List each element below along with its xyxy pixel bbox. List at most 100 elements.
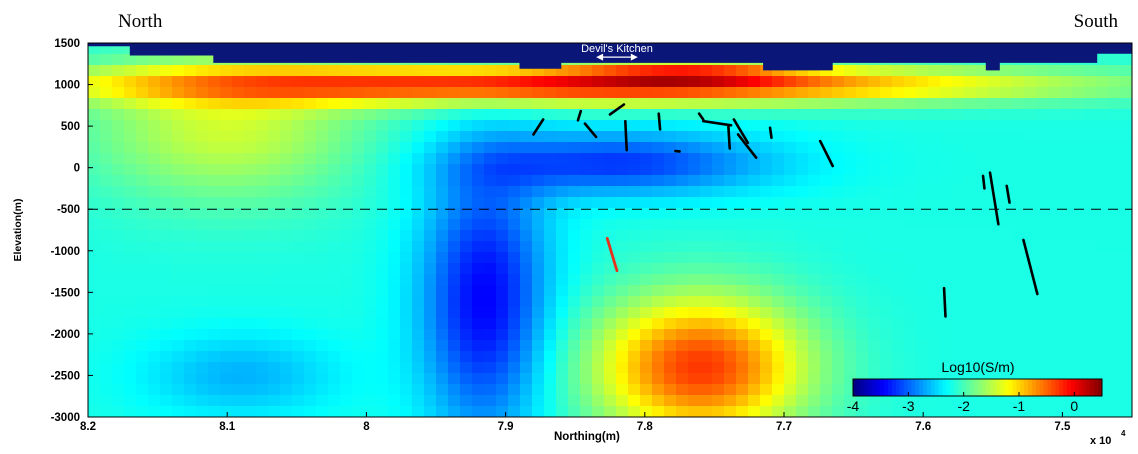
heatmap-cell <box>556 252 569 264</box>
heatmap-cell <box>472 208 485 220</box>
heatmap-cell <box>340 76 353 88</box>
heatmap-cell <box>220 340 233 352</box>
heatmap-cell <box>892 241 905 253</box>
heatmap-cell <box>1036 98 1049 110</box>
heatmap-cell <box>688 329 701 341</box>
heatmap-cell <box>484 307 497 319</box>
heatmap-cell <box>640 153 653 165</box>
heatmap-cell <box>724 219 737 231</box>
heatmap-cell <box>496 362 509 374</box>
heatmap-cell <box>148 263 161 275</box>
heatmap-cell <box>544 362 557 374</box>
heatmap-cell <box>148 307 161 319</box>
heatmap-cell <box>592 76 605 88</box>
heatmap-cell <box>880 351 893 363</box>
heatmap-cell <box>268 373 281 385</box>
heatmap-cell <box>208 175 221 187</box>
heatmap-cell <box>712 274 725 286</box>
well-trace <box>583 122 598 139</box>
heatmap-cell <box>244 307 257 319</box>
heatmap-cell <box>748 208 761 220</box>
heatmap-cell <box>568 285 581 297</box>
heatmap-cell <box>1000 263 1013 275</box>
heatmap-cell <box>736 384 749 396</box>
heatmap-cell <box>916 362 929 374</box>
heatmap-cell <box>388 406 401 418</box>
heatmap-cell <box>148 230 161 242</box>
heatmap-cell <box>580 164 593 176</box>
heatmap-cell <box>736 175 749 187</box>
heatmap-cell <box>184 175 197 187</box>
heatmap-cell <box>880 98 893 110</box>
heatmap-cell <box>460 230 473 242</box>
heatmap-cell <box>100 175 113 187</box>
colorbar-segment <box>1047 379 1052 396</box>
heatmap-cell <box>904 395 917 407</box>
heatmap-cell <box>664 197 677 209</box>
heatmap-cell <box>988 329 1001 341</box>
heatmap-cell <box>604 252 617 264</box>
heatmap-cell <box>424 230 437 242</box>
heatmap-cell <box>244 219 257 231</box>
heatmap-cell <box>208 164 221 176</box>
heatmap-cell <box>376 351 389 363</box>
heatmap-cell <box>940 263 953 275</box>
heatmap-cell <box>172 373 185 385</box>
heatmap-cell <box>316 197 329 209</box>
heatmap-cell <box>676 142 689 154</box>
heatmap-cell <box>1036 219 1049 231</box>
heatmap-cell <box>580 406 593 418</box>
heatmap-cell <box>928 318 941 330</box>
heatmap-cell <box>784 98 797 110</box>
heatmap-cell <box>1060 197 1073 209</box>
heatmap-cell <box>784 307 797 319</box>
heatmap-cell <box>856 87 869 99</box>
heatmap-cell <box>112 87 125 99</box>
heatmap-cell <box>640 175 653 187</box>
heatmap-cell <box>160 285 173 297</box>
heatmap-cell <box>1036 406 1049 418</box>
colorbar-segment <box>969 379 975 396</box>
heatmap-cell <box>292 252 305 264</box>
heatmap-cell <box>448 109 461 121</box>
heatmap-cell <box>448 120 461 132</box>
heatmap-cell <box>400 76 413 88</box>
heatmap-cell <box>388 175 401 187</box>
heatmap-cell <box>688 87 701 99</box>
heatmap-cell <box>724 263 737 275</box>
heatmap-cell <box>400 252 413 264</box>
heatmap-cell <box>100 230 113 242</box>
heatmap-cell <box>412 65 425 77</box>
heatmap-cell <box>1108 329 1121 341</box>
heatmap-cell <box>1120 76 1133 88</box>
heatmap-cell <box>652 395 665 407</box>
heatmap-cell <box>376 263 389 275</box>
heatmap-cell <box>748 395 761 407</box>
heatmap-cell <box>688 395 701 407</box>
heatmap-cell <box>736 219 749 231</box>
heatmap-cell <box>292 153 305 165</box>
heatmap-cell <box>172 175 185 187</box>
heatmap-cell <box>592 274 605 286</box>
heatmap-cell <box>340 87 353 99</box>
heatmap-cell <box>256 296 269 308</box>
heatmap-cell <box>256 120 269 132</box>
heatmap-cell <box>1000 362 1013 374</box>
heatmap-cell <box>292 186 305 198</box>
heatmap-cell <box>532 164 545 176</box>
heatmap-cell <box>220 109 233 121</box>
heatmap-cell <box>508 318 521 330</box>
heatmap-cell <box>280 76 293 88</box>
heatmap-cell <box>172 329 185 341</box>
heatmap-cell <box>976 241 989 253</box>
heatmap-cell <box>616 175 629 187</box>
heatmap-cell <box>340 395 353 407</box>
heatmap-cell <box>1120 384 1133 396</box>
heatmap-cell <box>784 153 797 165</box>
heatmap-cell <box>628 186 641 198</box>
heatmap-cell <box>856 362 869 374</box>
heatmap-cell <box>1012 120 1025 132</box>
heatmap-cell <box>472 230 485 242</box>
heatmap-cell <box>376 186 389 198</box>
heatmap-cell <box>616 362 629 374</box>
